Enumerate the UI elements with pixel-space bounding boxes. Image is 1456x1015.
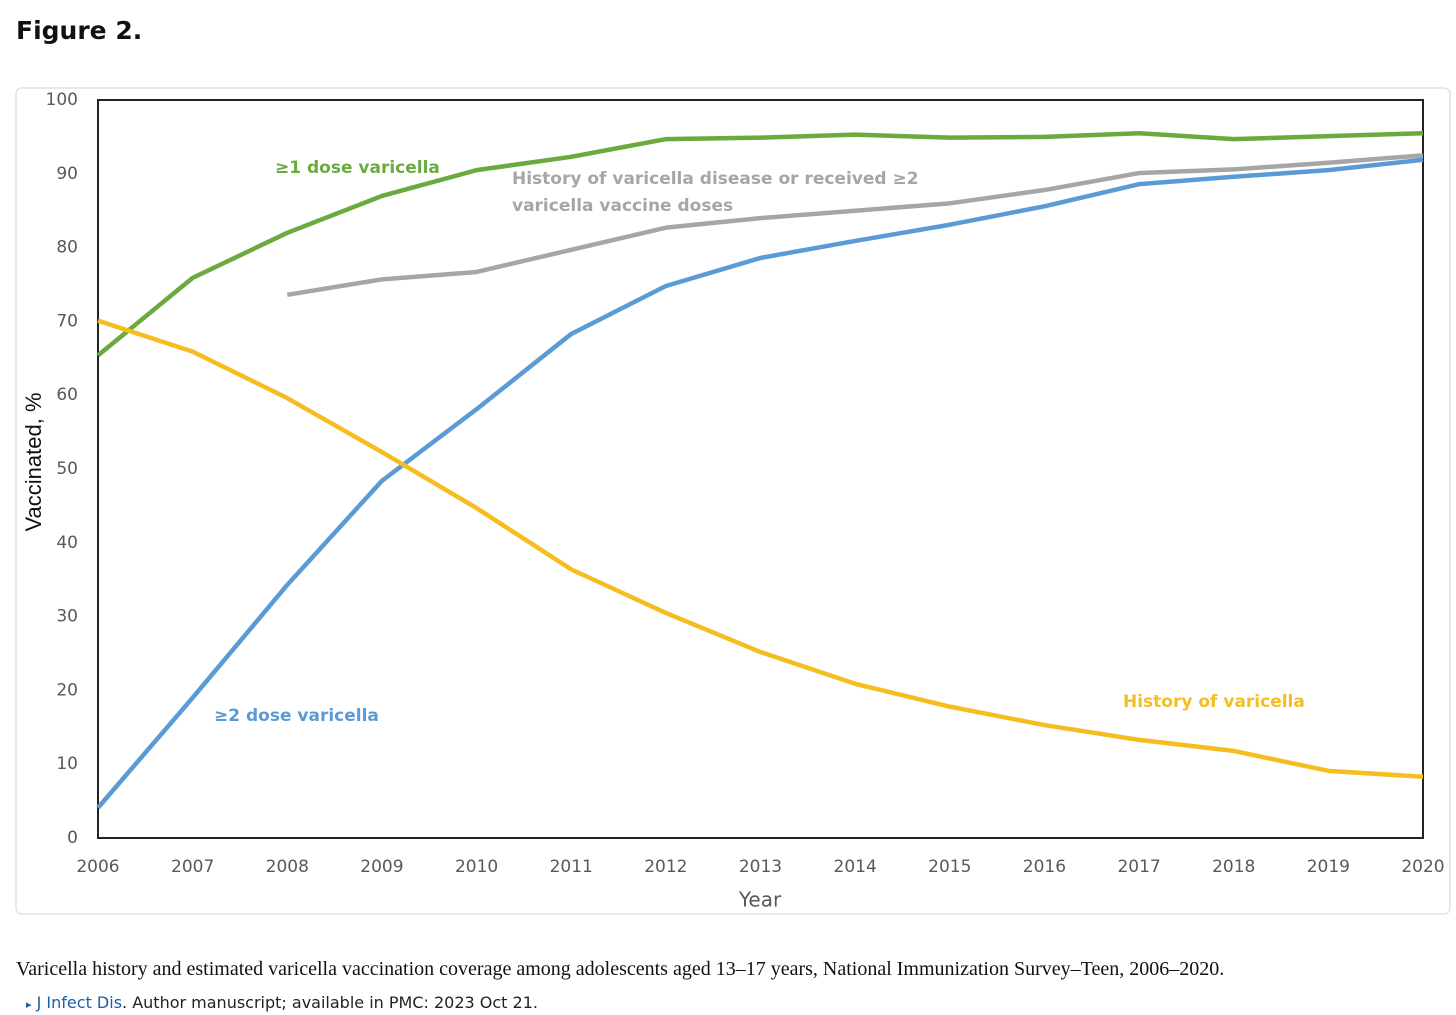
- x-tick-label: 2019: [1307, 857, 1350, 877]
- series-label: ≥1 dose varicella: [275, 158, 440, 178]
- x-tick-label: 2008: [266, 857, 309, 877]
- x-tick-label: 2006: [76, 857, 119, 877]
- y-tick-label: 70: [56, 311, 78, 331]
- series-line: [286, 153, 1424, 298]
- y-tick-label: 80: [56, 238, 78, 258]
- y-tick-label: 50: [56, 459, 78, 479]
- x-tick-label: 2011: [550, 857, 593, 877]
- plot-area: [97, 99, 1424, 839]
- series-line: [97, 318, 1424, 779]
- x-tick-label: 2016: [1023, 857, 1066, 877]
- x-tick-label: 2007: [171, 857, 214, 877]
- journal-link[interactable]: J Infect Dis: [36, 993, 123, 1012]
- x-tick-label: 2012: [644, 857, 687, 877]
- series-label: ≥2 dose varicella: [214, 706, 379, 726]
- y-tick-label: 30: [56, 607, 78, 627]
- x-tick-label: 2018: [1212, 857, 1255, 877]
- series-label: History of varicella: [1123, 692, 1305, 712]
- caption: Varicella history and estimated varicell…: [16, 958, 1225, 980]
- chart-frame: [15, 87, 1451, 915]
- x-tick-label: 2017: [1117, 857, 1160, 877]
- y-tick-label: 10: [56, 754, 78, 774]
- x-tick-label: 2013: [739, 857, 782, 877]
- x-tick-label: 2010: [455, 857, 498, 877]
- x-axis-title: Year: [738, 888, 782, 912]
- y-tick-label: 100: [46, 90, 78, 110]
- source-line: ▸ J Infect Dis. Author manuscript; avail…: [26, 993, 538, 1012]
- series-label: History of varicella disease or received…: [512, 169, 919, 216]
- expand-icon[interactable]: ▸: [26, 998, 32, 1011]
- y-tick-label: 20: [56, 680, 78, 700]
- y-tick-label: 60: [56, 385, 78, 405]
- chart: Year Vaccinated, % 0 10 20 30 40 50 60 70 80 90 10…: [15, 87, 1451, 915]
- x-tick-label: 2015: [928, 857, 971, 877]
- series-line: [96, 130, 1424, 358]
- x-tick-label: 2009: [360, 857, 403, 877]
- y-tick-label: 40: [56, 533, 78, 553]
- series-line: [96, 157, 1424, 810]
- x-tick-label: 2014: [834, 857, 877, 877]
- y-tick-label: 90: [56, 164, 78, 184]
- y-axis-title: Vaccinated, %: [21, 392, 46, 531]
- source-note: . Author manuscript; available in PMC: 2…: [122, 993, 538, 1012]
- x-tick-label: 2020: [1401, 857, 1444, 877]
- figure-label: Figure 2.: [16, 16, 143, 45]
- y-tick-label: 0: [67, 828, 78, 848]
